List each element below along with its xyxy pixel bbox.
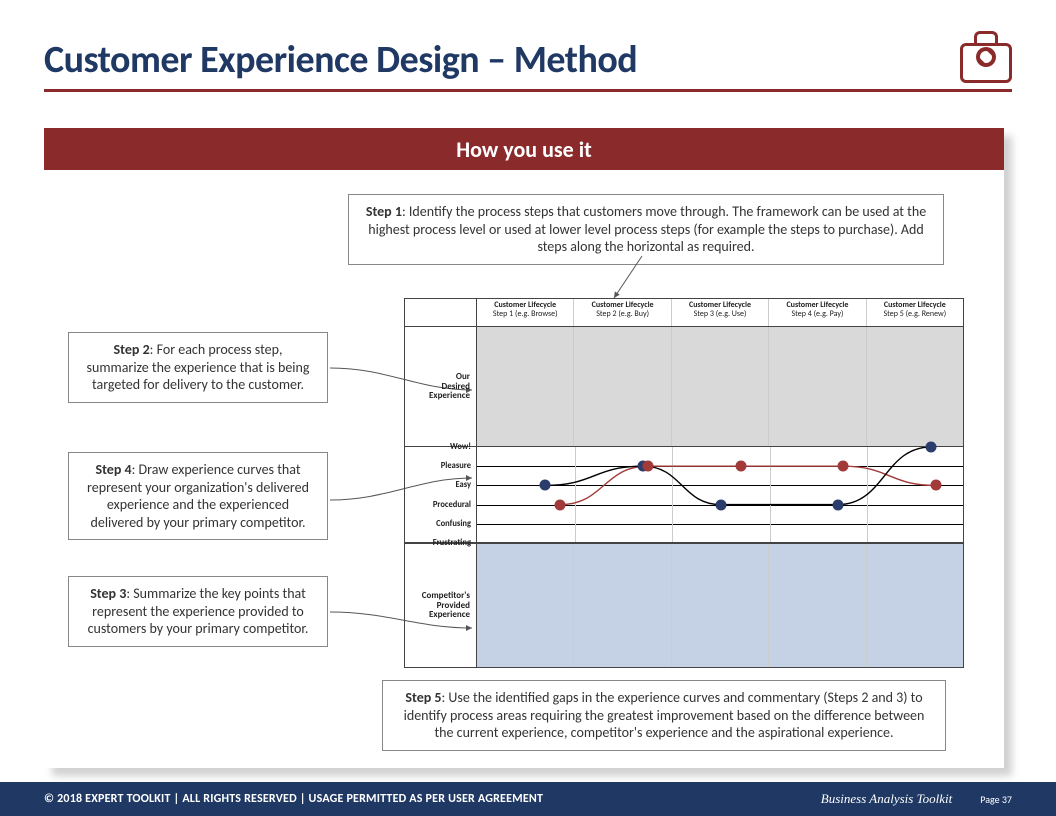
chart-y-label: Procedural bbox=[405, 500, 471, 510]
subheader: How you use it bbox=[44, 128, 1004, 170]
footer-right: Business Analysis Toolkit Page 37 bbox=[821, 791, 1012, 807]
desired-cell bbox=[574, 327, 671, 446]
dot-competitor bbox=[554, 499, 565, 510]
chart-y-label: Easy bbox=[405, 480, 471, 490]
chart-area bbox=[477, 447, 963, 542]
col-header: Customer LifecycleStep 4 (e.g. Pay) bbox=[769, 299, 866, 326]
desired-cell bbox=[867, 327, 963, 446]
col-header: Customer LifecycleStep 2 (e.g. Buy) bbox=[574, 299, 671, 326]
page-title: Customer Experience Design – Method bbox=[44, 37, 637, 83]
content-panel: How you use it Step 1: Identify the proc… bbox=[44, 128, 1004, 768]
dot-our bbox=[540, 480, 551, 491]
step2-box: Step 2: For each process step, summarize… bbox=[68, 332, 328, 403]
step2-label: Step 2 bbox=[114, 341, 150, 358]
curve-our-experience bbox=[545, 447, 931, 505]
chart-y-labels: Wow!PleasureEasyProceduralConfusingFrust… bbox=[405, 447, 477, 542]
slide-page: Customer Experience Design – Method How … bbox=[0, 0, 1056, 816]
competitor-cell bbox=[477, 544, 574, 667]
footer-bar: © 2018 EXPERT TOOLKIT | ALL RIGHTS RESER… bbox=[0, 782, 1056, 816]
step5-box: Step 5: Use the identified gaps in the e… bbox=[382, 680, 946, 751]
footer-copyright: © 2018 EXPERT TOOLKIT | ALL RIGHTS RESER… bbox=[44, 792, 543, 806]
step1-box: Step 1: Identify the process steps that … bbox=[348, 194, 944, 265]
dot-competitor bbox=[642, 461, 653, 472]
experience-diagram: Customer LifecycleStep 1 (e.g. Browse) C… bbox=[404, 298, 964, 668]
step1-text: : Identify the process steps that custom… bbox=[368, 203, 926, 255]
desired-label: Our Desired Experience bbox=[405, 327, 477, 446]
title-row: Customer Experience Design – Method bbox=[44, 30, 1012, 92]
chart-y-label: Frustrating bbox=[405, 538, 471, 548]
diagram-columns: Customer LifecycleStep 1 (e.g. Browse) C… bbox=[477, 299, 963, 326]
footer-page-number: Page 37 bbox=[980, 793, 1012, 806]
desired-cells bbox=[477, 327, 963, 446]
competitor-cell bbox=[867, 544, 963, 667]
toolkit-icon bbox=[960, 31, 1012, 83]
desired-row: Our Desired Experience bbox=[405, 327, 963, 447]
step5-text: : Use the identified gaps in the experie… bbox=[404, 689, 925, 741]
dot-our bbox=[833, 499, 844, 510]
dot-competitor bbox=[735, 461, 746, 472]
diagram-header: Customer LifecycleStep 1 (e.g. Browse) C… bbox=[405, 299, 963, 327]
chart-y-label: Pleasure bbox=[405, 461, 471, 471]
col-header: Customer LifecycleStep 5 (e.g. Renew) bbox=[867, 299, 963, 326]
col-header: Customer LifecycleStep 1 (e.g. Browse) bbox=[477, 299, 574, 326]
desired-cell bbox=[769, 327, 866, 446]
desired-cell bbox=[672, 327, 769, 446]
competitor-cell bbox=[574, 544, 671, 667]
dot-competitor bbox=[930, 480, 941, 491]
step4-box: Step 4: Draw experience curves that repr… bbox=[68, 452, 328, 540]
dot-competitor bbox=[838, 461, 849, 472]
chart-y-label: Wow! bbox=[405, 442, 471, 452]
competitor-row: Competitor's Provided Experience bbox=[405, 543, 963, 667]
col-header: Customer LifecycleStep 3 (e.g. Use) bbox=[672, 299, 769, 326]
diagram-corner bbox=[405, 299, 477, 326]
content-body: Step 1: Identify the process steps that … bbox=[44, 170, 1004, 768]
competitor-label: Competitor's Provided Experience bbox=[405, 544, 477, 667]
curve-competitor-experience bbox=[560, 466, 936, 504]
step4-label: Step 4 bbox=[95, 461, 131, 478]
chart-y-label: Confusing bbox=[405, 519, 471, 529]
dot-our bbox=[716, 499, 727, 510]
chart-curves bbox=[477, 447, 965, 543]
competitor-cell bbox=[769, 544, 866, 667]
footer-toolkit-name: Business Analysis Toolkit bbox=[821, 791, 952, 807]
step1-label: Step 1 bbox=[366, 203, 402, 220]
step3-label: Step 3 bbox=[90, 585, 126, 602]
dot-our bbox=[925, 442, 936, 453]
chart-row: Wow!PleasureEasyProceduralConfusingFrust… bbox=[405, 447, 963, 543]
competitor-cells bbox=[477, 544, 963, 667]
step3-box: Step 3: Summarize the key points that re… bbox=[68, 576, 328, 647]
competitor-cell bbox=[672, 544, 769, 667]
desired-cell bbox=[477, 327, 574, 446]
step5-label: Step 5 bbox=[405, 689, 441, 706]
